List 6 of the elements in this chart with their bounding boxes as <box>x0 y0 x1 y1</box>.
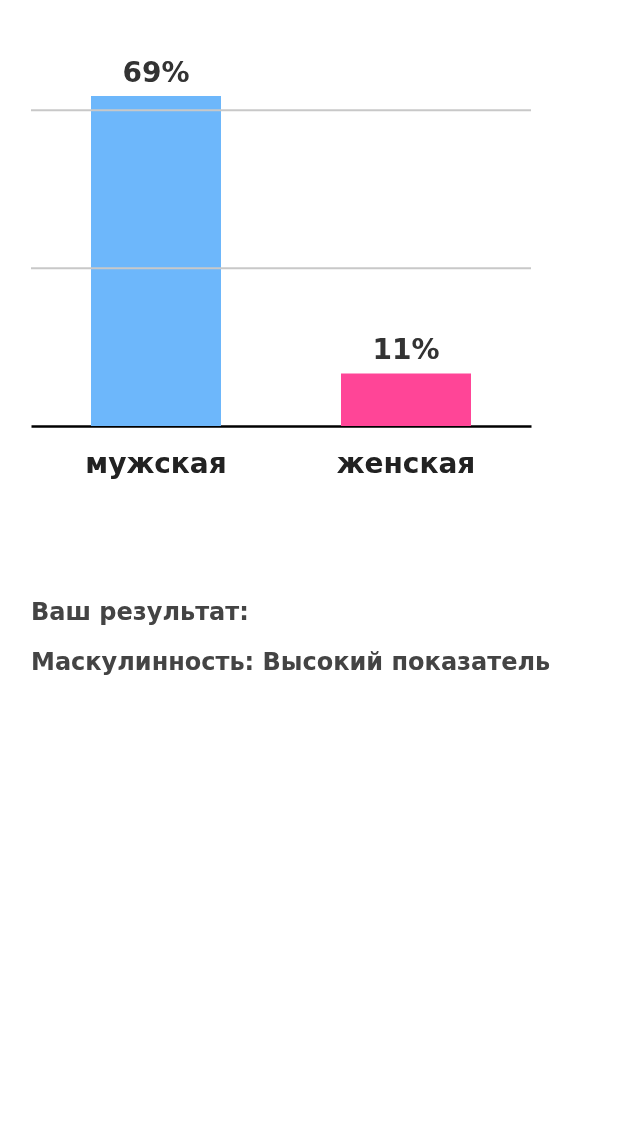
data-label: 11% <box>372 333 440 367</box>
x-tick-label: мужская <box>85 446 227 480</box>
x-tick-label: женская <box>336 446 476 480</box>
text: Маскулинность: Высокий показатель <box>31 648 551 676</box>
data-label: 69% <box>122 56 190 89</box>
text: Ваш результат: <box>31 598 249 626</box>
